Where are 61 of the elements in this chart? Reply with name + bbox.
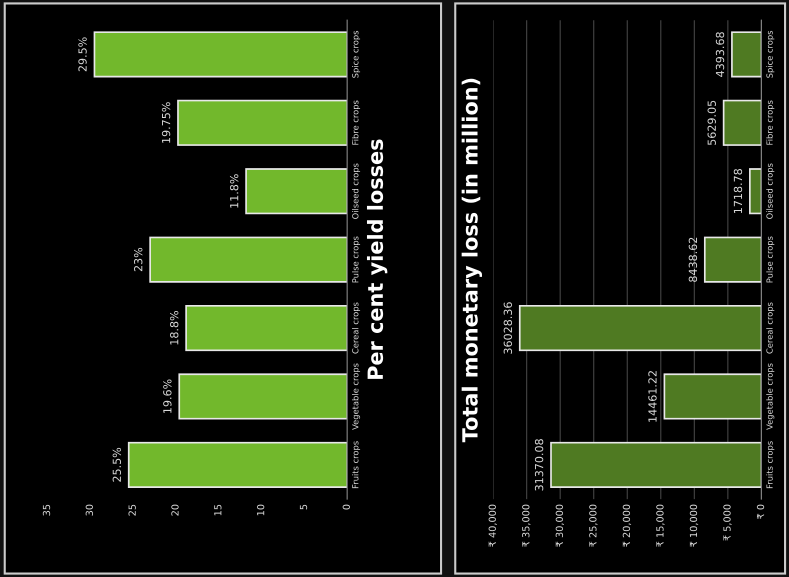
data-label: 29.5% [78, 37, 87, 72]
x-tick-label: ₹ 0 [756, 504, 764, 519]
data-label: 18.8% [170, 311, 178, 344]
y-tick-label: Pulse crops [766, 236, 774, 282]
data-label: 1718.78 [734, 169, 742, 213]
x-tick-label: ₹ 35,000 [522, 504, 530, 547]
x-tick-label: 20 [171, 504, 179, 516]
y-tick-label: Vegetable crops [766, 363, 774, 430]
y-tick-label: Cereal crops [766, 302, 774, 354]
data-label: 25.5% [112, 448, 122, 482]
y-tick-label: Pulse crops [352, 236, 360, 282]
x-tick-label: ₹ 40,000 [488, 504, 497, 547]
data-label: 14461.22 [648, 371, 657, 422]
bar [704, 236, 762, 283]
x-tick-label: 35 [42, 504, 50, 516]
data-label: 19.75% [162, 102, 170, 143]
data-label: 31370.08 [534, 439, 544, 491]
bar [245, 168, 348, 214]
bar [149, 236, 348, 283]
data-label: 23% [134, 248, 142, 272]
bar [664, 373, 762, 420]
data-label: 4393.68 [716, 32, 724, 77]
x-tick-label: ₹ 25,000 [589, 504, 598, 547]
y-tick-label: Fruits crops [352, 441, 360, 488]
data-label: 5629.05 [708, 100, 716, 145]
bar [177, 100, 348, 146]
x-tick-label: 25 [128, 504, 136, 516]
bar [128, 442, 348, 488]
bar [749, 168, 762, 214]
bar [722, 100, 762, 146]
x-tick-label: ₹ 5,000 [723, 504, 732, 541]
bar [550, 442, 762, 488]
text: Per cent yield losses [366, 139, 388, 379]
data-label: 36028.36 [504, 302, 512, 354]
data-label: 11.8% [230, 174, 238, 208]
bar [185, 304, 348, 352]
x-tick-label: 30 [86, 504, 93, 516]
x-tick-label: ₹ 30,000 [556, 504, 564, 547]
x-tick-label: ₹ 10,000 [690, 504, 698, 547]
x-tick-label: ₹ 15,000 [656, 504, 665, 547]
y-tick-label: Spice crops [352, 30, 360, 78]
y-tick-label: Spice crops [766, 30, 774, 78]
bar [94, 31, 348, 78]
y-tick-label: Fibre crops [352, 100, 360, 145]
y-tick-label: Oilseed crops [352, 164, 360, 219]
x-tick-label: 10 [256, 504, 264, 516]
bar [178, 373, 348, 420]
bar [518, 304, 762, 352]
y-tick-label: Fruits crops [766, 441, 774, 488]
text: Total monetary loss (in million) [462, 78, 482, 442]
x-tick-label: ₹ 20,000 [622, 504, 632, 547]
x-tick-label: 15 [214, 504, 222, 516]
y-tick-label: Vegetable crops [352, 363, 360, 430]
y-tick-label: Cereal crops [352, 302, 360, 354]
data-label: 19.6% [163, 379, 172, 413]
y-tick-label: Fibre crops [766, 100, 774, 145]
data-label: 8438.62 [688, 238, 698, 282]
x-tick-label: 5 [300, 504, 308, 510]
x-tick-label: 0 [342, 504, 350, 510]
bar [731, 31, 762, 78]
y-tick-label: Oilseed crops [766, 164, 774, 219]
